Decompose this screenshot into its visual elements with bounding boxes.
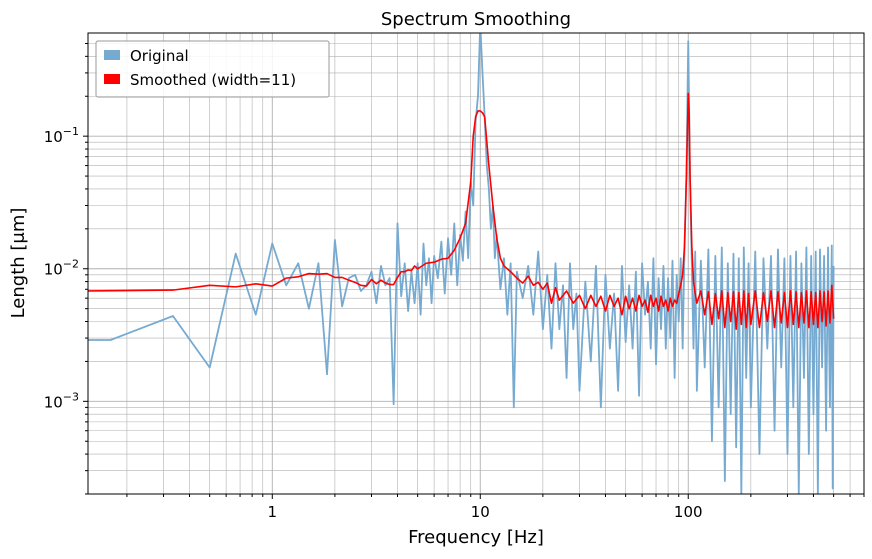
chart-title: Spectrum Smoothing	[381, 9, 571, 30]
x-axis-label: Frequency [Hz]	[408, 527, 544, 548]
y-axis-label: Length [μm]	[8, 208, 29, 319]
y-tick-label: 10−3	[44, 390, 79, 411]
x-tick-label: 100	[674, 503, 703, 521]
series-smoothed-line	[88, 92, 835, 330]
y-tick-label: 10−2	[44, 258, 79, 279]
y-tick-label: 10−1	[44, 125, 79, 146]
legend-label-smoothed: Smoothed (width=11)	[130, 71, 296, 89]
legend-swatch-smoothed	[104, 74, 120, 84]
series-original-line	[88, 33, 835, 494]
legend-swatch-original	[104, 50, 120, 60]
x-tick-label: 10	[471, 503, 490, 521]
legend-box	[95, 40, 330, 98]
grid	[88, 33, 864, 494]
x-tick-label: 1	[268, 503, 278, 521]
legend-label-original: Original	[130, 47, 189, 65]
plot-area-frame	[87, 32, 865, 495]
series-layer	[88, 33, 835, 494]
legend: Original Smoothed (width=11)	[95, 40, 330, 98]
axis-ticks: 1 10 100 10−3 10−2 10−1	[44, 42, 865, 521]
